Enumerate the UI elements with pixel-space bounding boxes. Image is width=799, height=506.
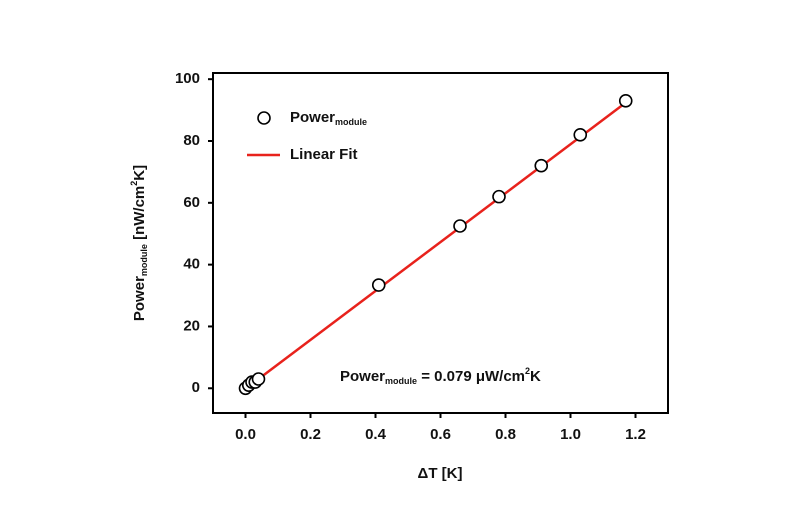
text-part: K — [530, 368, 541, 385]
data-point — [492, 189, 506, 204]
y-axis-label: Powermodule [nW/cm2K] — [129, 165, 149, 321]
y-tick-label: 20 — [183, 317, 200, 334]
x-tick-label: 0.4 — [365, 426, 387, 443]
data-point — [251, 372, 266, 386]
text-part: Power — [131, 276, 148, 321]
text-part: module — [385, 376, 417, 386]
legend-label: Linear Fit — [290, 146, 358, 163]
x-tick-label: 0.0 — [235, 426, 256, 443]
text-part: K] — [131, 165, 148, 181]
text-part: 2 — [525, 366, 530, 376]
text-part: module — [139, 244, 149, 276]
text-part: [nW/cm — [131, 186, 148, 244]
text-part: Power — [340, 368, 385, 385]
text-part: = 0.079 μW/cm — [417, 368, 525, 385]
fit-line — [257, 101, 627, 380]
legend-name: Power — [290, 109, 335, 126]
legend-label: Powermodule — [290, 109, 367, 127]
x-tick-label: 1.2 — [625, 426, 646, 443]
data-point — [618, 94, 633, 108]
x-axis-label: ΔT [K] — [418, 465, 463, 482]
legend-name-sub: module — [335, 117, 367, 127]
text-part: 2 — [129, 181, 139, 186]
x-tick-label: 1.0 — [560, 426, 581, 443]
data-point — [573, 128, 588, 142]
y-tick-label: 0 — [192, 379, 200, 396]
data-point — [371, 278, 386, 292]
y-tick-label: 80 — [183, 132, 200, 149]
x-tick-label: 0.6 — [430, 426, 451, 443]
legend-marker — [257, 111, 271, 125]
y-tick-label: 40 — [183, 256, 200, 273]
annotation: Powermodule = 0.079 μW/cm2K — [340, 366, 541, 386]
x-tick-label: 0.8 — [495, 426, 516, 443]
legend-name: Linear Fit — [290, 146, 358, 163]
data-point — [453, 219, 467, 233]
y-tick-label: 60 — [183, 194, 200, 211]
data-point — [534, 158, 549, 173]
x-tick-label: 0.2 — [300, 426, 321, 443]
y-tick-label: 100 — [175, 70, 200, 87]
